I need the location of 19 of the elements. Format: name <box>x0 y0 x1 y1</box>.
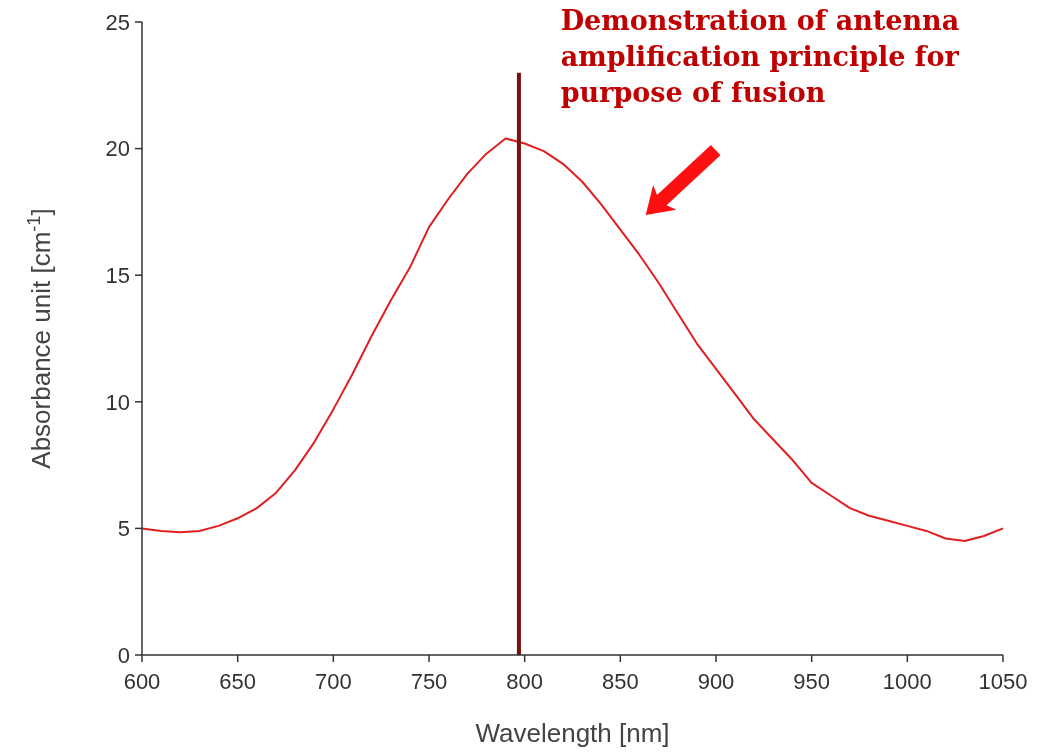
x-tick-label: 900 <box>697 669 735 694</box>
y-tick-label: 10 <box>105 389 130 415</box>
y-tick-label: 15 <box>105 262 130 288</box>
y-tick-label: 0 <box>117 642 130 668</box>
x-tick-label: 1050 <box>978 669 1028 694</box>
x-tick-label: 700 <box>314 669 352 694</box>
y-tick-label: 25 <box>105 9 130 35</box>
x-tick-label: 1000 <box>882 669 932 694</box>
x-tick-label: 950 <box>793 669 831 694</box>
x-axis-title: Wavelength [nm] <box>475 718 670 748</box>
x-tick-label: 850 <box>601 669 639 694</box>
line-series <box>141 137 1004 543</box>
annotation: Demonstration of antenna amplification principle for purpose of fusion <box>560 5 960 109</box>
x-tick-label: 800 <box>506 669 544 694</box>
y-tick-label: 20 <box>105 136 130 162</box>
x-tick-label: 600 <box>123 669 161 694</box>
x-tick-label: 750 <box>410 669 448 694</box>
x-tick-label: 650 <box>219 669 257 694</box>
y-tick-label: 5 <box>117 516 130 542</box>
